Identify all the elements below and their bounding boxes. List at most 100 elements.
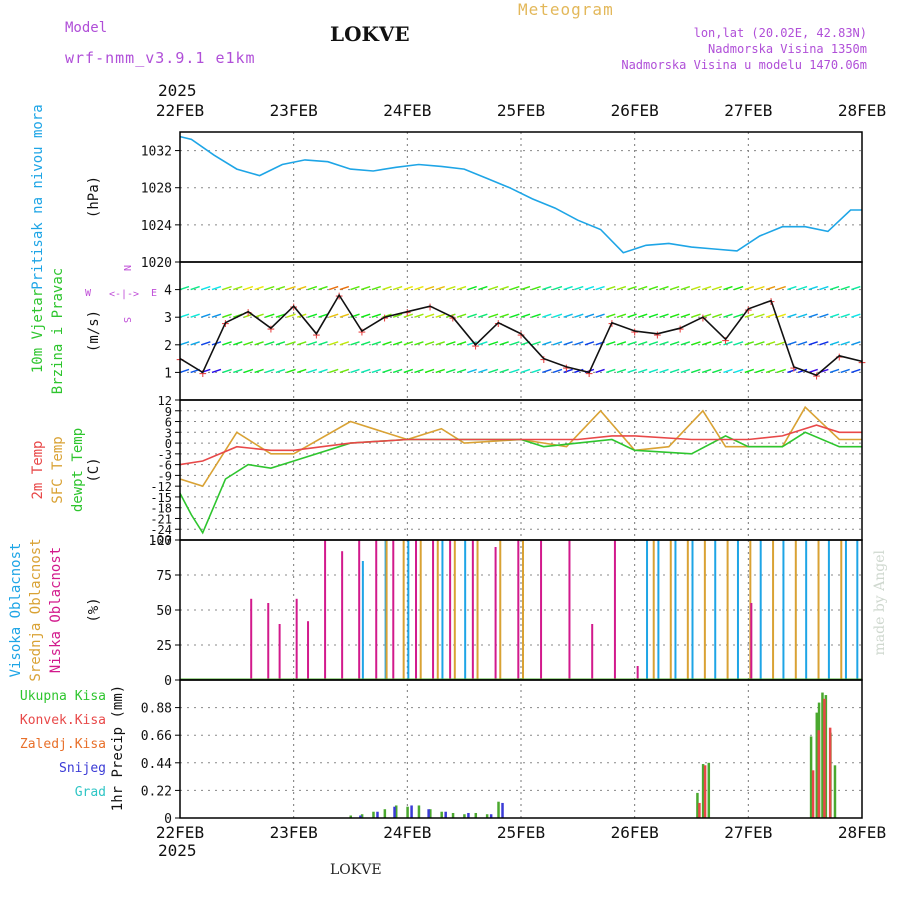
compass-w: W (85, 288, 92, 299)
precip-bar (809, 736, 813, 818)
wind-arrow (819, 313, 829, 318)
wind-arrow (360, 313, 371, 318)
wind-arrow (776, 341, 786, 346)
wind-gust-marker: + (540, 353, 548, 368)
wind-arrow (446, 368, 456, 374)
wind-arrow (819, 285, 829, 291)
wind-arrow (723, 341, 733, 346)
wind-arrow (254, 341, 264, 346)
cloud-tick-label: 50 (156, 604, 172, 619)
wind-arrow (531, 341, 541, 346)
cloud-bar (726, 540, 729, 680)
wind-arrow (265, 313, 275, 318)
wind-arrow (563, 313, 573, 318)
wind-gust-marker: + (312, 328, 320, 343)
wind-gust-marker: + (631, 325, 639, 340)
cloud-bar (652, 540, 655, 680)
wind-arrow (307, 368, 318, 374)
wind-arrow (669, 313, 680, 318)
wind-arrow (456, 313, 467, 318)
wind-arrow (318, 341, 328, 346)
cloud-bar (517, 540, 520, 680)
wind-arrow (392, 285, 403, 291)
wind-arrow (669, 285, 680, 291)
cloud-bar (772, 540, 775, 680)
wind-arrow (456, 285, 467, 291)
precip-legend-item: Snijeg (59, 761, 106, 776)
wind-arrow (542, 313, 552, 318)
precip-bar (703, 765, 707, 818)
cloud-bar (844, 540, 847, 680)
wind-arrow (723, 368, 733, 374)
cloud-bar (817, 540, 820, 680)
footer-station: LOKVE (330, 862, 382, 878)
wind-arrow (211, 368, 222, 374)
wind-arrow (765, 341, 776, 346)
temp-tick-label: -24 (150, 523, 172, 537)
cloud-bar (782, 540, 785, 680)
cloud-bar (657, 540, 660, 680)
cloud-bar (669, 540, 672, 680)
wind-arrow (424, 341, 435, 346)
wind-arrow (467, 313, 477, 318)
wind-arrow (733, 341, 744, 346)
temp-tick-label: 12 (158, 394, 172, 408)
wind-arrow (606, 341, 616, 346)
wind-arrow (296, 368, 307, 374)
cloud-bar (402, 540, 405, 680)
wind-arrow (776, 285, 786, 291)
wind-arrow (680, 313, 691, 318)
wind-arrow (851, 368, 861, 374)
wind-arrow (616, 285, 627, 291)
precip-bar (393, 806, 396, 818)
wind-arrow (680, 285, 691, 291)
cloud-bar (691, 540, 694, 680)
wind-arrow (840, 285, 850, 291)
wind-arrow (222, 341, 232, 346)
wind-arrow (765, 368, 776, 374)
precip-bar (349, 815, 352, 818)
wind-arrow (787, 341, 797, 346)
cloud-bar (759, 540, 762, 680)
precip-legend-item: Grad (75, 785, 106, 800)
wind-arrow (765, 285, 776, 291)
temp-tick-label: 9 (165, 405, 172, 419)
wind-gust-marker: + (472, 339, 480, 354)
precip-legend-item: Konvek.Kisa (20, 713, 106, 728)
wind-arrow (339, 368, 350, 374)
wind-arrow (584, 285, 595, 291)
wind-label: Brzina i Pravac (50, 268, 66, 394)
temp-2m-line (179, 424, 862, 466)
temp-tick-label: -9 (158, 469, 172, 483)
cloud-bar (453, 540, 456, 680)
altitude-label: Nadmorska Visina 1350m (708, 42, 867, 56)
wind-arrow (307, 341, 318, 346)
cloud-bar (358, 540, 361, 680)
wind-arrow (179, 341, 190, 346)
wind-arrow (712, 313, 723, 318)
wind-arrow (456, 341, 467, 346)
wind-arrow (851, 285, 861, 291)
wind-arrow (435, 313, 445, 318)
wind-arrow (701, 313, 712, 318)
wind-arrow (648, 341, 659, 346)
precip-bar (474, 812, 478, 818)
wind-gust-marker: + (426, 300, 434, 315)
precip-bar (701, 764, 705, 818)
wind-arrow (701, 341, 712, 346)
cloud-bar (499, 540, 502, 680)
precip-bar (440, 811, 443, 818)
wind-gust-marker: + (449, 311, 457, 326)
wind-arrow (350, 285, 360, 291)
wind-arrow (659, 285, 669, 291)
wind-arrow (563, 368, 573, 374)
wind-gust-marker: + (790, 361, 798, 376)
cloud-bar (476, 540, 479, 680)
precip-bar (467, 812, 470, 818)
cloud-bar (278, 624, 281, 680)
precip-bar (485, 814, 489, 818)
sfc-temp-line (179, 405, 862, 488)
wind-arrow (275, 313, 286, 318)
wind-arrow (659, 313, 669, 318)
wind-arrow (637, 313, 648, 318)
